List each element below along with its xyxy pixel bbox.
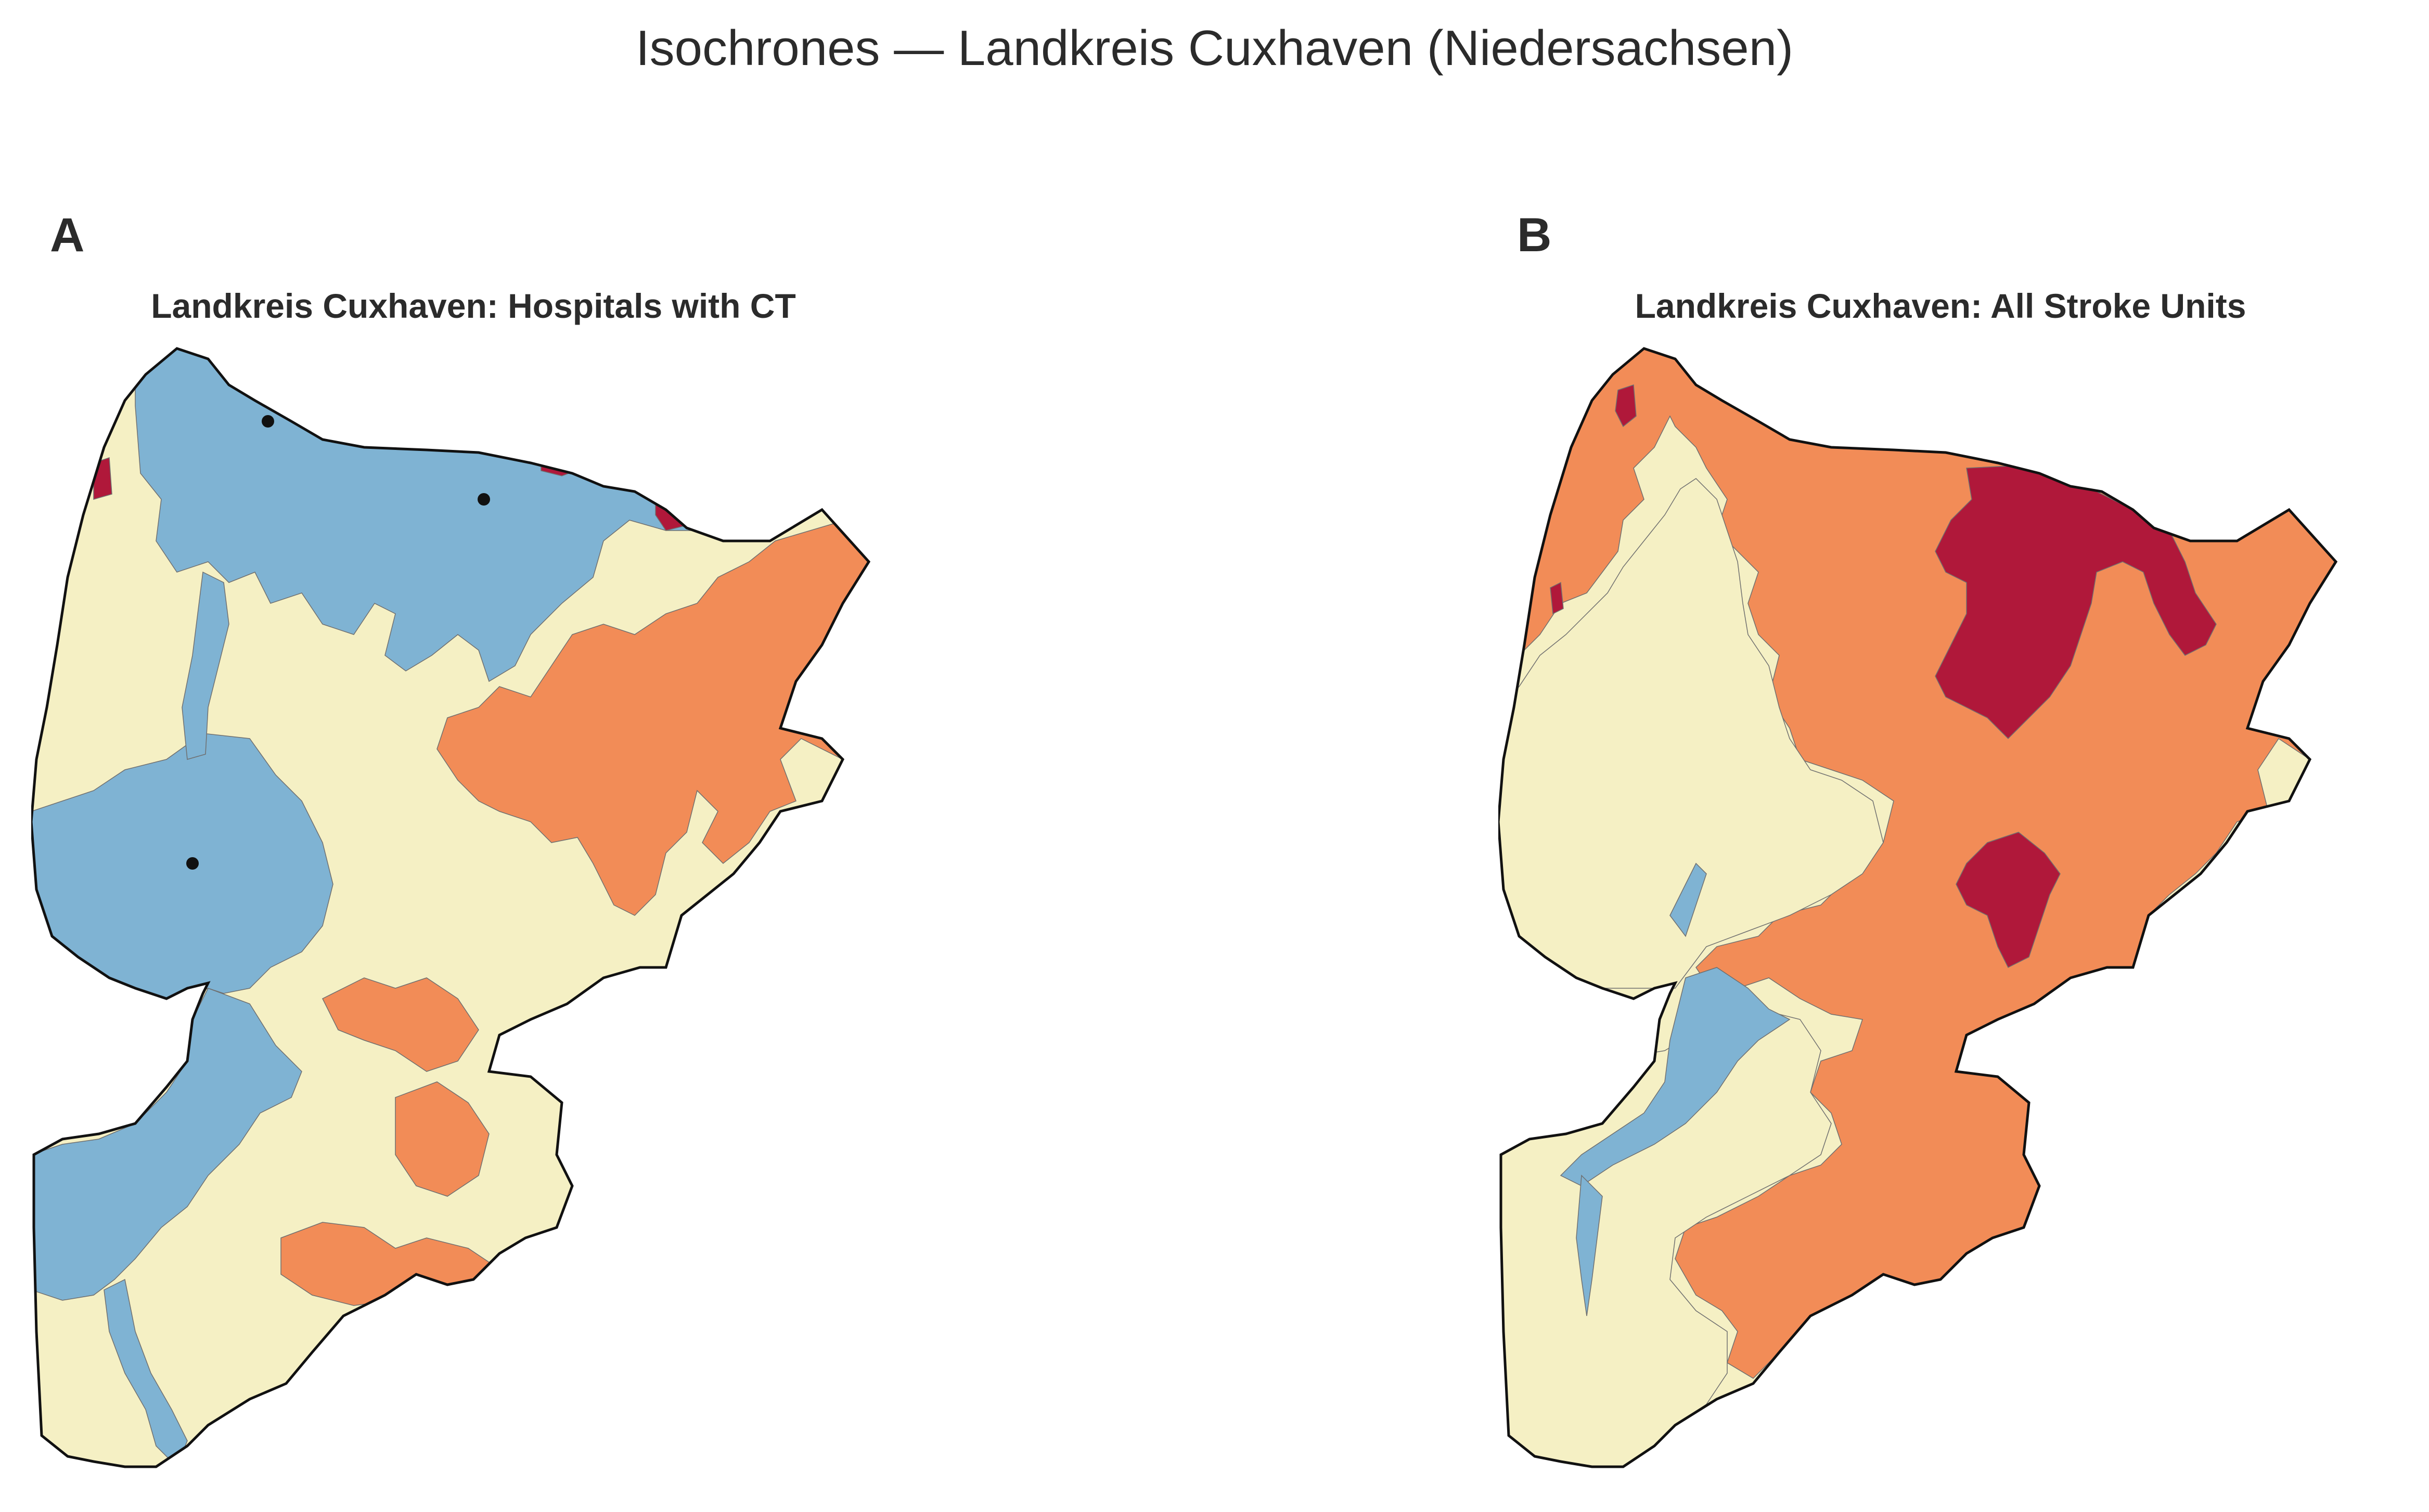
- zone-nearest: [182, 571, 229, 760]
- panel-letter-b: B: [1517, 209, 1552, 262]
- panel-title-a: Landkreis Cuxhaven: Hospitals with CT: [151, 287, 796, 325]
- zone-farthest: [1956, 832, 2061, 968]
- map-a: [31, 343, 916, 1508]
- panel-title-b: Landkreis Cuxhaven: All Stroke Units: [1635, 287, 2246, 325]
- hospital-markers: [186, 415, 490, 870]
- hospital-marker: [478, 493, 490, 506]
- hospital-marker: [262, 415, 274, 428]
- zone-farthest: [93, 457, 112, 500]
- panel-letter-a: A: [50, 209, 85, 262]
- zone-far: [436, 498, 869, 916]
- map-b-svg: [1498, 343, 2383, 1508]
- hospital-marker: [186, 857, 199, 870]
- zone-nearest: [1669, 862, 1707, 937]
- zone-farthest: [1935, 465, 2217, 740]
- map-b: [1498, 343, 2383, 1508]
- map-a-zones: [31, 348, 869, 1467]
- zone-far: [322, 977, 479, 1072]
- zone-nearest: [1576, 1174, 1603, 1316]
- map-a-svg: [31, 343, 916, 1508]
- zone-nearest: [104, 1278, 188, 1467]
- zone-near: [1498, 478, 1884, 989]
- zone-far: [395, 1081, 490, 1197]
- zone-farthest: [1615, 384, 1637, 428]
- zone-nearest: [1560, 967, 1791, 1186]
- zone-farthest: [1550, 581, 1564, 615]
- panel-a: A Landkreis Cuxhaven: Hospitals with CT: [31, 208, 916, 1508]
- map-b-zones: [1498, 348, 2336, 1467]
- panel-b: B Landkreis Cuxhaven: All Stroke Units: [1498, 208, 2383, 1508]
- figure-suptitle: Isochrones — Landkreis Cuxhaven (Nieders…: [635, 20, 1794, 76]
